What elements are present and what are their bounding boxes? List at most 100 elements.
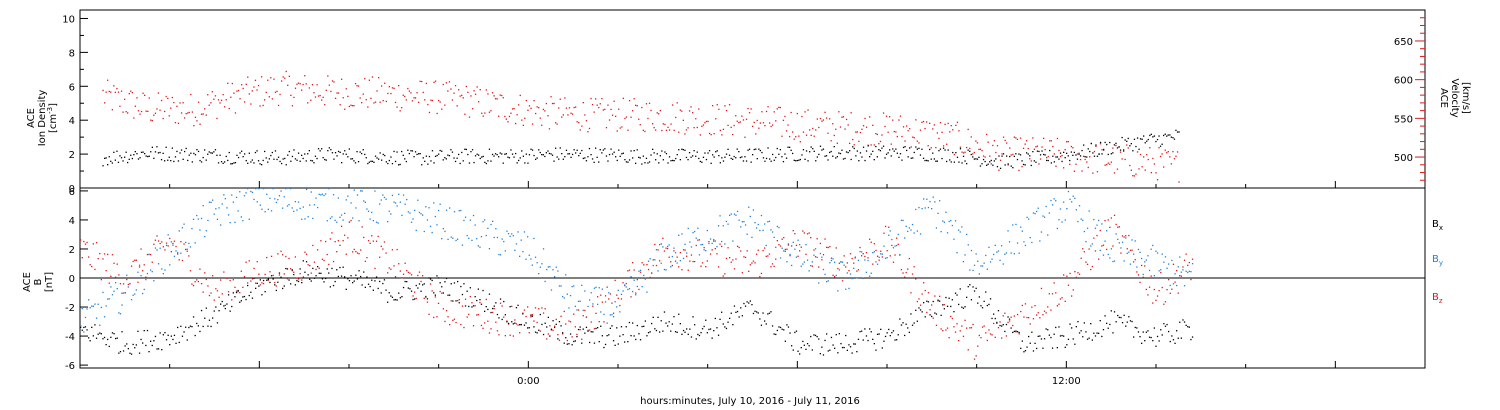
- density-point: [827, 159, 829, 161]
- bz-point: [485, 298, 487, 301]
- density-point: [531, 149, 534, 151]
- bz-point: [409, 272, 411, 274]
- density-point: [1110, 153, 1112, 155]
- density-point: [353, 160, 355, 162]
- density-point: [964, 160, 966, 162]
- density-point: [264, 150, 266, 153]
- velocity-point: [207, 94, 209, 96]
- bz-point: [945, 329, 947, 331]
- by-point: [356, 194, 359, 196]
- velocity-point: [350, 104, 352, 106]
- density-point: [1116, 147, 1119, 149]
- density-point: [747, 149, 749, 151]
- bx-point: [220, 303, 222, 305]
- velocity-point: [978, 148, 980, 151]
- bz-point: [135, 259, 137, 261]
- velocity-point: [588, 127, 591, 130]
- by-point: [290, 188, 292, 190]
- by-point: [967, 244, 969, 246]
- bx-point: [878, 333, 880, 335]
- density-point: [536, 157, 538, 159]
- bz-point: [627, 270, 629, 272]
- bx-point: [695, 338, 697, 340]
- bz-point: [764, 247, 766, 249]
- velocity-point: [576, 121, 578, 123]
- density-point: [317, 148, 320, 150]
- bz-point: [612, 312, 615, 314]
- bz-point: [266, 256, 268, 259]
- by-point: [991, 258, 993, 260]
- top-left-axis-unit: [cm-3]: [46, 103, 59, 133]
- bx-point: [111, 332, 114, 334]
- velocity-point: [156, 108, 158, 110]
- density-point: [521, 150, 523, 152]
- bx-point: [593, 342, 596, 344]
- by-point: [816, 256, 818, 258]
- density-point: [1146, 140, 1148, 142]
- bx-point: [601, 335, 603, 337]
- velocity-point: [458, 89, 460, 91]
- density-point: [668, 156, 671, 158]
- by-point: [814, 248, 817, 250]
- bz-point: [902, 272, 904, 274]
- by-point: [784, 250, 786, 252]
- by-point: [130, 299, 133, 301]
- bx-point: [813, 334, 815, 336]
- velocity-point: [382, 100, 384, 102]
- bx-point: [975, 287, 977, 289]
- bx-point: [372, 289, 374, 291]
- velocity-point: [441, 108, 443, 110]
- by-point: [1128, 251, 1130, 253]
- bz-point: [981, 326, 984, 328]
- by-point: [803, 261, 805, 263]
- bx-point: [342, 266, 344, 268]
- bx-point: [1129, 320, 1132, 322]
- density-point: [1001, 155, 1003, 157]
- by-point: [566, 293, 568, 295]
- bz-point: [671, 264, 673, 267]
- velocity-point: [521, 119, 523, 121]
- velocity-point: [385, 100, 387, 103]
- legend-by-name: B: [1432, 254, 1439, 265]
- bz-point: [433, 316, 435, 319]
- by-point: [587, 305, 589, 308]
- by-point: [1002, 263, 1004, 265]
- bx-point: [873, 343, 875, 345]
- by-point: [822, 268, 825, 271]
- by-point: [550, 289, 553, 291]
- bz-point: [765, 255, 767, 257]
- bx-point: [157, 348, 160, 350]
- velocity-point: [561, 116, 563, 118]
- density-point: [906, 149, 908, 152]
- velocity-point: [790, 111, 792, 114]
- bx-point: [280, 276, 282, 278]
- by-point: [533, 237, 535, 240]
- bx-point: [237, 289, 239, 292]
- density-point: [638, 156, 640, 158]
- bx-point: [307, 274, 309, 276]
- by-point: [773, 236, 775, 238]
- density-point: [1118, 146, 1120, 148]
- density-point: [627, 161, 629, 163]
- velocity-point: [533, 100, 535, 102]
- bx-point: [643, 325, 645, 327]
- by-point: [1080, 218, 1082, 220]
- bx-point: [872, 338, 874, 340]
- bz-point: [318, 267, 320, 269]
- velocity-point: [999, 159, 1002, 161]
- by-point: [170, 241, 172, 243]
- velocity-point: [732, 133, 734, 136]
- bx-point: [676, 331, 678, 333]
- bx-point: [1137, 331, 1140, 333]
- bx-point: [309, 278, 311, 280]
- velocity-point: [296, 83, 298, 85]
- bottom-left-tick-label-2: 2: [69, 245, 75, 256]
- bx-point: [364, 286, 366, 288]
- by-point: [121, 304, 123, 306]
- top-left-axis-line-2: Ion Density: [37, 90, 48, 147]
- bx-point: [1055, 326, 1057, 329]
- by-point: [407, 211, 409, 213]
- bz-point: [192, 284, 195, 287]
- by-point: [1101, 223, 1103, 225]
- bx-point: [396, 299, 398, 301]
